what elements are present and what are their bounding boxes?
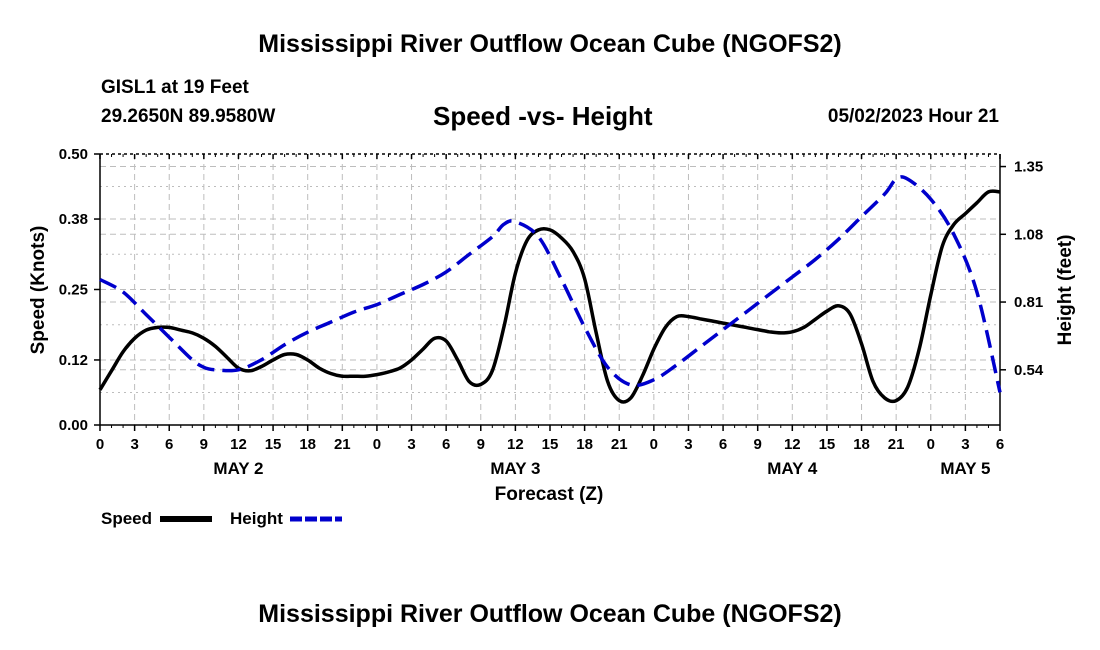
series-layer <box>98 175 1002 404</box>
x-tick-label: 12 <box>230 436 247 453</box>
x-tick-label: 15 <box>819 436 836 453</box>
y-tick-label: 0.50 <box>59 146 88 163</box>
x-tick-label: 3 <box>684 436 692 453</box>
x-tick-label: 6 <box>165 436 173 453</box>
x-tick-label: 6 <box>442 436 450 453</box>
day-label: MAY 3 <box>490 459 540 478</box>
x-tick-label: 21 <box>611 436 628 453</box>
x-tick-label: 6 <box>996 436 1004 453</box>
station-label: GISL1 at 19 Feet <box>101 77 249 98</box>
grid-layer <box>100 154 1000 425</box>
y-axis-label-right: Height (feet) <box>1055 235 1076 346</box>
x-tick-label: 6 <box>719 436 727 453</box>
legend-speed-swatch <box>160 516 212 522</box>
y-tick-label: 0.38 <box>59 211 88 228</box>
day-label: MAY 5 <box>940 459 990 478</box>
y-tick-label: 0.25 <box>59 282 88 299</box>
x-tick-label: 0 <box>96 436 104 453</box>
x-tick-label: 21 <box>334 436 351 453</box>
x-tick-label: 9 <box>754 436 762 453</box>
chart-subtitle: Speed -vs- Height <box>433 101 653 131</box>
day-label: MAY 2 <box>213 459 263 478</box>
day-label: MAY 4 <box>767 459 818 478</box>
x-tick-label: 15 <box>542 436 559 453</box>
legend-height-label: Height <box>230 509 283 528</box>
y-axis-label-left: Speed (Knots) <box>28 226 49 355</box>
x-tick-label: 21 <box>888 436 905 453</box>
x-tick-label: 15 <box>265 436 282 453</box>
x-tick-label: 12 <box>784 436 801 453</box>
x-tick-label: 3 <box>961 436 969 453</box>
x-tick-label: 9 <box>200 436 208 453</box>
x-tick-label: 18 <box>576 436 593 453</box>
y-tick-label: 0.12 <box>59 352 88 369</box>
x-tick-label: 9 <box>477 436 485 453</box>
x-tick-label: 0 <box>373 436 381 453</box>
y-tick-label-right: 0.54 <box>1014 362 1044 379</box>
chart-main-title: Mississippi River Outflow Ocean Cube (NG… <box>258 30 842 58</box>
y-tick-label-right: 0.81 <box>1014 294 1043 311</box>
x-tick-label: 3 <box>130 436 138 453</box>
station-coordinates: 29.2650N 89.9580W <box>101 106 276 127</box>
forecast-timestamp: 05/02/2023 Hour 21 <box>827 106 999 127</box>
x-tick-label: 12 <box>507 436 524 453</box>
legend-height-swatch <box>290 516 342 522</box>
x-tick-label: 3 <box>407 436 415 453</box>
x-tick-label: 18 <box>853 436 870 453</box>
x-tick-label: 18 <box>299 436 316 453</box>
chart-footer-title: Mississippi River Outflow Ocean Cube (NG… <box>258 600 842 628</box>
x-axis-label: Forecast (Z) <box>495 484 604 505</box>
series-height-line <box>99 175 1002 393</box>
y-tick-label-right: 1.35 <box>1014 159 1043 176</box>
x-tick-label: 0 <box>650 436 658 453</box>
series-speed-line <box>98 189 1001 404</box>
x-tick-label: 0 <box>927 436 935 453</box>
y-tick-label-right: 1.08 <box>1014 226 1043 243</box>
legend-speed-label: Speed <box>101 509 153 528</box>
y-tick-label: 0.00 <box>59 417 88 434</box>
tick-layer: 0 3 6 9 12 15 18 21 0 3 6 9 12 15 18 21 0 3 6 9 12 15 18 21 0 3 6M… <box>59 146 1044 478</box>
